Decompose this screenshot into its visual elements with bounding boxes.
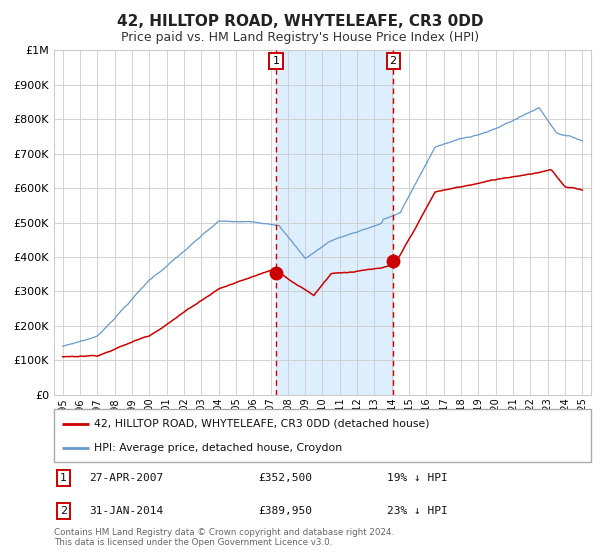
Text: 1: 1 [272, 56, 280, 66]
Text: HPI: Average price, detached house, Croydon: HPI: Average price, detached house, Croy… [94, 443, 343, 453]
Text: £389,950: £389,950 [258, 506, 312, 516]
Text: 2: 2 [389, 56, 397, 66]
Text: Contains HM Land Registry data © Crown copyright and database right 2024.
This d: Contains HM Land Registry data © Crown c… [54, 528, 394, 547]
Text: 1: 1 [60, 473, 67, 483]
FancyBboxPatch shape [54, 409, 591, 462]
Text: 19% ↓ HPI: 19% ↓ HPI [387, 473, 448, 483]
Text: 42, HILLTOP ROAD, WHYTELEAFE, CR3 0DD (detached house): 42, HILLTOP ROAD, WHYTELEAFE, CR3 0DD (d… [94, 419, 430, 429]
Text: 42, HILLTOP ROAD, WHYTELEAFE, CR3 0DD: 42, HILLTOP ROAD, WHYTELEAFE, CR3 0DD [117, 14, 483, 29]
Text: 31-JAN-2014: 31-JAN-2014 [89, 506, 163, 516]
Text: 27-APR-2007: 27-APR-2007 [89, 473, 163, 483]
Text: 23% ↓ HPI: 23% ↓ HPI [387, 506, 448, 516]
Text: 2: 2 [60, 506, 67, 516]
Bar [276, 50, 393, 395]
Text: Price paid vs. HM Land Registry's House Price Index (HPI): Price paid vs. HM Land Registry's House … [121, 31, 479, 44]
Text: £352,500: £352,500 [258, 473, 312, 483]
